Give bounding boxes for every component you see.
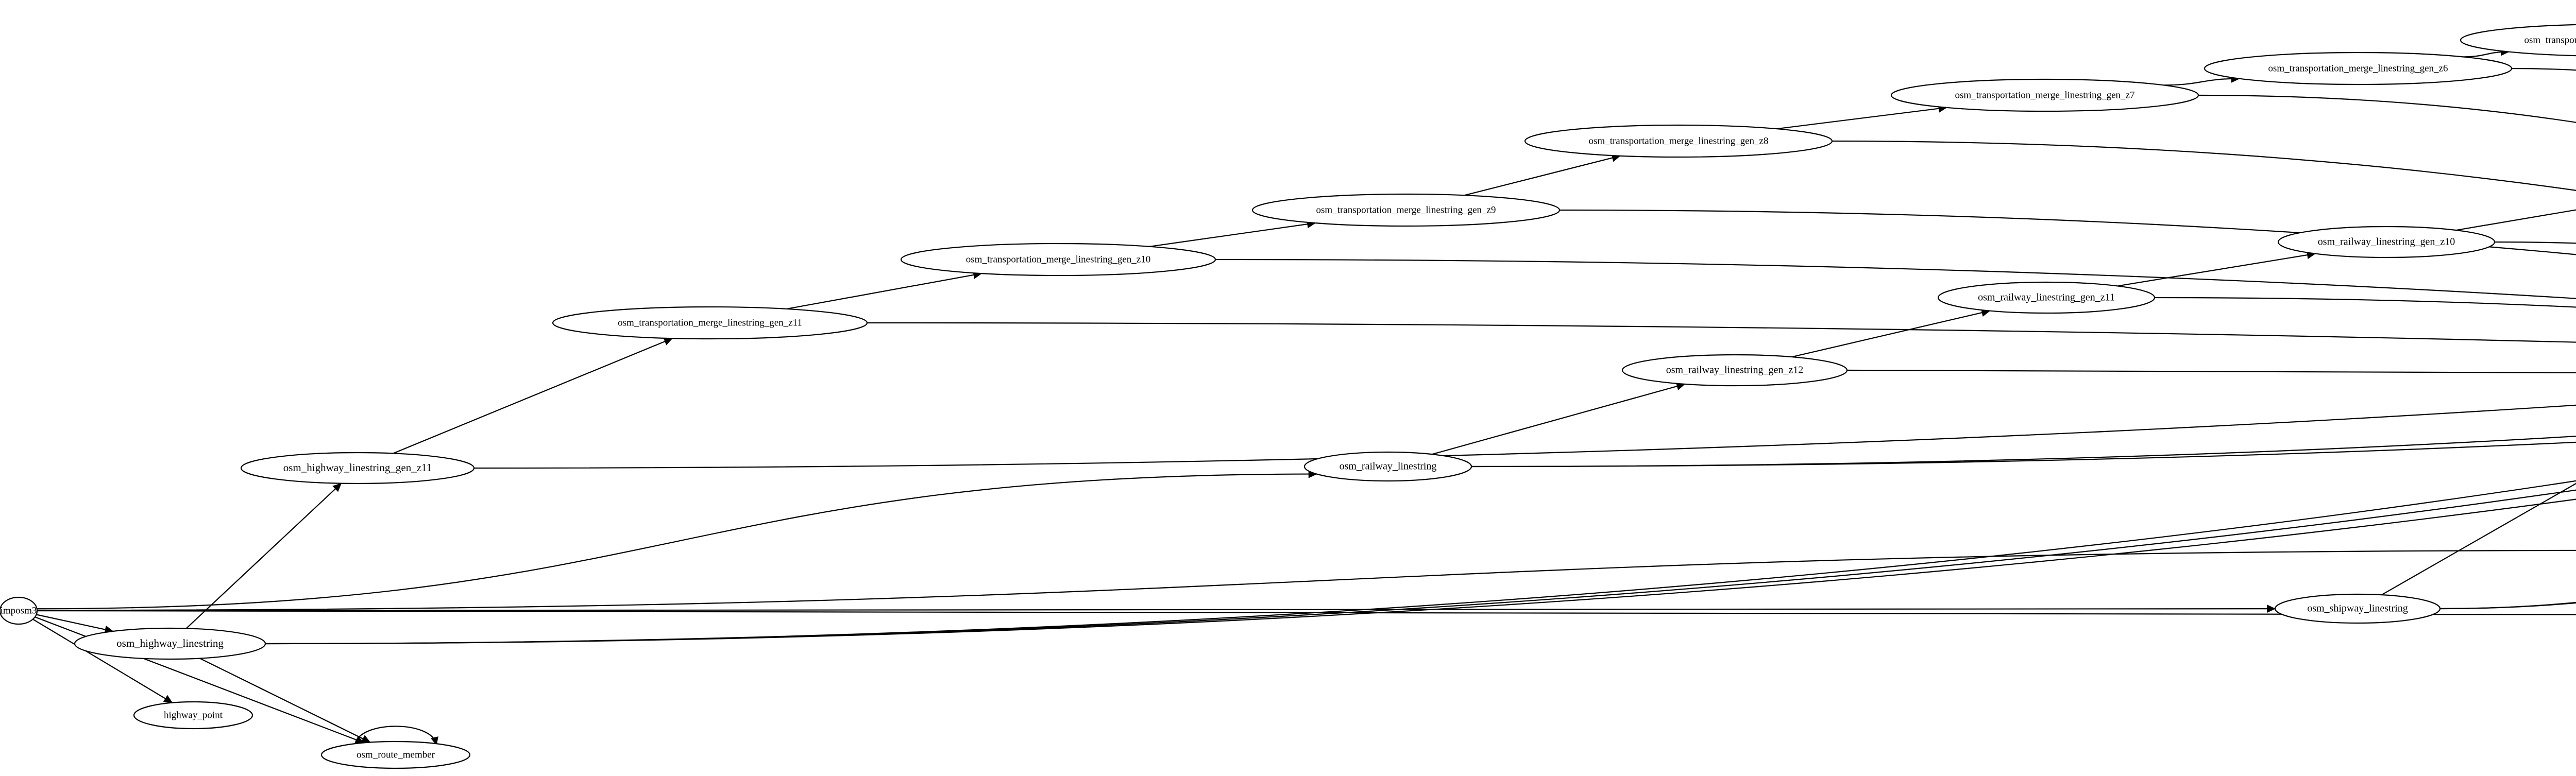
node-label-imposm3: imposm3 — [1, 605, 37, 616]
node-ellipse-hw_ls_z11[interactable] — [240, 452, 475, 485]
node-ellipse-sw_ls[interactable] — [2274, 593, 2441, 624]
edge-path — [37, 608, 2276, 612]
edge-path — [867, 322, 2576, 343]
edge-path — [1432, 383, 1685, 455]
edge-path — [2117, 253, 2316, 287]
node-label-tm_z11: osm_transportation_merge_linestring_gen_… — [618, 317, 802, 328]
edge-path — [1791, 310, 1990, 358]
edge-path — [2494, 241, 2576, 244]
node-label-tm_z8: osm_transportation_merge_linestring_gen_… — [1589, 135, 1769, 146]
node-tm_z5[interactable]: osm_transportation_merge_linestring_gen_… — [2460, 24, 2576, 57]
node-tm_z11[interactable]: osm_transportation_merge_linestring_gen_… — [552, 306, 868, 340]
node-ellipse-rw_z12[interactable] — [1621, 354, 1848, 387]
edge-path — [185, 482, 342, 629]
node-route_member[interactable]: osm_route_member — [320, 740, 471, 769]
node-tm_z10[interactable]: osm_transportation_merge_linestring_gen_… — [900, 243, 1216, 277]
node-label-hw_ls: osm_highway_linestring — [116, 637, 224, 649]
node-ellipse-rw_ls[interactable] — [1303, 451, 1472, 482]
node-label-tm_z9: osm_transportation_merge_linestring_gen_… — [1316, 204, 1496, 215]
node-ellipse-hw_ls[interactable] — [74, 627, 266, 660]
node-ellipse-tm_z9[interactable] — [1251, 193, 1561, 227]
node-rw_z11[interactable]: osm_railway_linestring_gen_z11 — [1937, 281, 2156, 314]
edge-path — [2163, 78, 2240, 86]
node-ellipse-tm_z10[interactable] — [900, 243, 1216, 277]
node-ellipse-imposm3[interactable] — [0, 596, 38, 625]
edge-arrowhead — [332, 482, 342, 492]
node-imposm3[interactable]: imposm3 — [0, 596, 38, 625]
node-label-tm_z10: osm_transportation_merge_linestring_gen_… — [966, 254, 1150, 265]
node-hw_ls_z11[interactable]: osm_highway_linestring_gen_z11 — [240, 452, 475, 485]
edge-arrowhead — [663, 337, 673, 346]
node-hw_ls[interactable]: osm_highway_linestring — [74, 627, 266, 660]
node-ellipse-tm_z6[interactable] — [2204, 51, 2513, 85]
node-tm_z6[interactable]: osm_transportation_merge_linestring_gen_… — [2204, 51, 2513, 85]
edge-path — [1559, 209, 2576, 255]
edge-path — [37, 473, 1317, 610]
node-label-rw_z11: osm_railway_linestring_gen_z11 — [1978, 292, 2115, 303]
edge-path — [786, 272, 982, 310]
node-sw_ls[interactable]: osm_shipway_linestring — [2274, 593, 2441, 624]
node-ellipse-tm_z7[interactable] — [1890, 78, 2199, 112]
node-label-sw_ls: osm_shipway_linestring — [2307, 603, 2408, 614]
edge-path — [36, 614, 113, 632]
node-ellipse-tm_z11[interactable] — [552, 306, 868, 340]
edge-path — [1215, 258, 2576, 299]
edge-arrowhead — [2267, 605, 2276, 613]
edge-path — [1832, 140, 2576, 191]
node-label-tm_z5: osm_transportation_merge_linestring_gen_… — [2524, 35, 2576, 45]
node-ellipse-route_member[interactable] — [320, 740, 471, 769]
node-ellipse-tm_z8[interactable] — [1524, 124, 1833, 158]
edge-path — [2381, 482, 2576, 596]
edge-path — [1149, 222, 1316, 247]
node-label-tm_z7: osm_transportation_merge_linestring_gen_… — [1955, 90, 2135, 100]
edge-path — [1471, 441, 2576, 468]
edge-path — [1464, 155, 1621, 196]
edge-arrowhead — [163, 695, 173, 703]
edge-path — [265, 489, 2576, 645]
node-label-route_member: osm_route_member — [357, 749, 435, 760]
edges-layer — [32, 47, 2576, 746]
edge-path — [1471, 436, 2576, 468]
node-tm_z8[interactable]: osm_transportation_merge_linestring_gen_… — [1524, 124, 1833, 158]
node-rw_z10[interactable]: osm_railway_linestring_gen_z10 — [2277, 226, 2496, 258]
node-label-rw_ls: osm_railway_linestring — [1340, 461, 1437, 472]
node-label-rw_z10: osm_railway_linestring_gen_z10 — [2318, 236, 2455, 248]
edge-path — [393, 338, 673, 454]
edge-path — [32, 618, 173, 703]
edge-path — [473, 404, 2576, 469]
edge-path — [199, 658, 370, 743]
edge-path-self — [354, 726, 437, 745]
node-ellipse-hw_point[interactable] — [133, 701, 253, 730]
node-rw_z12[interactable]: osm_railway_linestring_gen_z12 — [1621, 354, 1848, 387]
edge-path — [2439, 602, 2576, 610]
node-label-rw_z12: osm_railway_linestring_gen_z12 — [1666, 365, 1804, 376]
edge-path — [265, 498, 2576, 645]
node-label-hw_ls_z11: osm_highway_linestring_gen_z11 — [283, 461, 432, 474]
edge-path — [2456, 209, 2576, 231]
node-rw_ls[interactable]: osm_railway_linestring — [1303, 451, 1472, 482]
node-ellipse-rw_z10[interactable] — [2277, 226, 2496, 258]
edge-path — [2154, 297, 2576, 308]
node-hw_point[interactable]: highway_point — [133, 701, 253, 730]
edge-path — [2198, 94, 2576, 123]
node-tm_z9[interactable]: osm_transportation_merge_linestring_gen_… — [1251, 193, 1561, 227]
edge-path — [1846, 369, 2576, 372]
node-label-hw_point: highway_point — [164, 710, 223, 720]
node-ellipse-rw_z11[interactable] — [1937, 281, 2156, 314]
node-ellipse-tm_z5[interactable] — [2460, 24, 2576, 57]
edge-path — [265, 480, 2576, 645]
node-tm_z7[interactable]: osm_transportation_merge_linestring_gen_… — [1890, 78, 2199, 112]
edge-path — [1776, 107, 1947, 130]
edge-path — [37, 549, 2576, 611]
edge-arrowhead — [431, 736, 438, 746]
node-label-tm_z6: osm_transportation_merge_linestring_gen_… — [2268, 63, 2448, 74]
